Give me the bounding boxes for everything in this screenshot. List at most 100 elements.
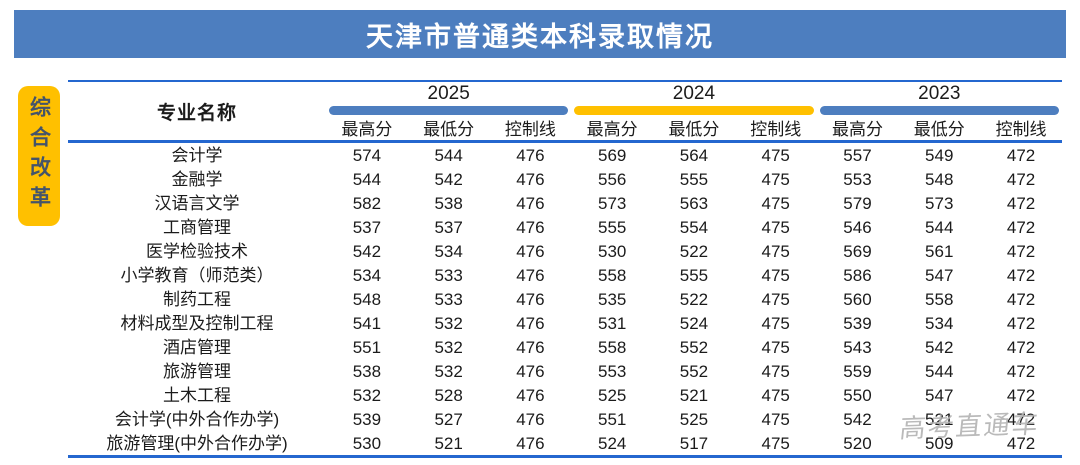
score-cell: 579 bbox=[843, 193, 872, 213]
sub-header-line: 控制线 bbox=[980, 115, 1062, 143]
major-name-cell: 汉语言文学 bbox=[154, 193, 240, 213]
sub-header-line: 控制线 bbox=[734, 115, 817, 143]
score-cell: 476 bbox=[516, 241, 545, 261]
score-cell: 472 bbox=[1006, 193, 1036, 213]
table-row: 土木工程 532 528 476 525 521 475 550 547 472 bbox=[68, 383, 1062, 407]
score-cell: 472 bbox=[1006, 337, 1036, 357]
sub-header-min: 最低分 bbox=[407, 115, 490, 143]
page-title: 天津市普通类本科录取情况 bbox=[366, 21, 714, 52]
score-cell: 542 bbox=[352, 241, 382, 261]
sub-header-row: 最高分 最低分 控制线 最高分 最低分 控制线 最高分 最低分 控制线 bbox=[68, 115, 1062, 143]
score-cell: 530 bbox=[597, 241, 627, 261]
category-label: 综合改革 bbox=[18, 86, 60, 226]
score-cell: 555 bbox=[597, 217, 627, 237]
table-row: 工商管理 537 537 476 555 554 475 546 544 472 bbox=[68, 215, 1062, 239]
sub-header-max: 最高分 bbox=[326, 115, 408, 143]
score-cell: 561 bbox=[925, 241, 954, 261]
score-cell: 525 bbox=[679, 409, 709, 429]
score-cell: 544 bbox=[925, 361, 954, 381]
score-cell: 475 bbox=[761, 289, 790, 309]
score-cell: 573 bbox=[925, 193, 954, 213]
score-cell: 538 bbox=[352, 361, 382, 381]
score-cell: 475 bbox=[761, 265, 790, 285]
score-cell: 472 bbox=[1006, 217, 1036, 237]
score-cell: 533 bbox=[434, 289, 463, 309]
score-cell: 553 bbox=[597, 361, 627, 381]
major-name-cell: 旅游管理(中外合作办学) bbox=[68, 431, 326, 458]
sub-header-max: 最高分 bbox=[816, 115, 899, 143]
score-cell: 472 bbox=[1006, 361, 1036, 381]
score-cell: 472 bbox=[1006, 385, 1036, 405]
score-cell: 527 bbox=[434, 409, 463, 429]
score-cell: 554 bbox=[679, 217, 709, 237]
score-cell: 573 bbox=[597, 193, 627, 213]
score-cell: 522 bbox=[679, 289, 709, 309]
score-cell: 475 bbox=[761, 313, 790, 333]
score-cell: 534 bbox=[352, 265, 382, 285]
score-cell: 475 bbox=[761, 409, 790, 429]
score-cell: 553 bbox=[843, 169, 872, 189]
major-name-cell: 土木工程 bbox=[163, 385, 231, 405]
score-cell: 552 bbox=[679, 337, 709, 357]
score-cell: 544 bbox=[352, 169, 382, 189]
score-cell: 472 bbox=[1006, 145, 1036, 165]
sub-header-line: 控制线 bbox=[489, 115, 572, 143]
score-cell: 541 bbox=[352, 313, 382, 333]
score-cell: 539 bbox=[352, 409, 382, 429]
score-cell: 472 bbox=[1006, 265, 1036, 285]
year-bar-2025 bbox=[329, 105, 569, 115]
score-cell: 476 bbox=[516, 145, 545, 165]
score-cell: 520 bbox=[816, 431, 899, 458]
year-header-2024: 2024 bbox=[672, 82, 716, 104]
year-header-row: 专业名称 2025 2024 2023 bbox=[68, 81, 1062, 143]
score-cell: 548 bbox=[352, 289, 382, 309]
score-cell: 475 bbox=[761, 337, 790, 357]
score-cell: 476 bbox=[516, 217, 545, 237]
table-row: 制药工程 548 533 476 535 522 475 560 558 472 bbox=[68, 287, 1062, 311]
score-cell: 476 bbox=[489, 431, 572, 458]
score-cell: 517 bbox=[653, 431, 735, 458]
major-name-cell: 材料成型及控制工程 bbox=[120, 313, 274, 333]
score-cell: 558 bbox=[925, 289, 954, 309]
table-row: 会计学 574 544 476 569 564 475 557 549 472 bbox=[68, 142, 1062, 168]
major-name-cell: 旅游管理 bbox=[163, 361, 231, 381]
score-cell: 532 bbox=[434, 361, 463, 381]
score-cell: 555 bbox=[679, 265, 709, 285]
table-row: 小学教育（师范类） 534 533 476 558 555 475 586 54… bbox=[68, 263, 1062, 287]
score-cell: 472 bbox=[1006, 409, 1036, 429]
score-cell: 564 bbox=[679, 145, 709, 165]
score-cell: 535 bbox=[597, 289, 627, 309]
score-cell: 547 bbox=[925, 265, 954, 285]
table-row: 会计学(中外合作办学) 539 527 476 551 525 475 542 … bbox=[68, 407, 1062, 431]
score-cell: 560 bbox=[843, 289, 872, 309]
major-name-cell: 酒店管理 bbox=[163, 337, 231, 357]
major-name-cell: 会计学 bbox=[171, 145, 223, 165]
score-cell: 569 bbox=[843, 241, 872, 261]
score-cell: 543 bbox=[843, 337, 872, 357]
score-cell: 542 bbox=[434, 169, 463, 189]
score-cell: 476 bbox=[516, 289, 545, 309]
major-name-cell: 小学教育（师范类） bbox=[120, 265, 274, 285]
major-name-cell: 工商管理 bbox=[163, 217, 231, 237]
score-cell: 475 bbox=[734, 431, 817, 458]
score-cell: 569 bbox=[597, 145, 627, 165]
score-cell: 547 bbox=[925, 385, 954, 405]
table-row: 旅游管理(中外合作办学) 530 521 476 524 517 475 520… bbox=[68, 431, 1062, 458]
score-cell: 542 bbox=[925, 337, 954, 357]
year-header-2023: 2023 bbox=[918, 82, 961, 104]
table-row: 酒店管理 551 532 476 558 552 475 543 542 472 bbox=[68, 335, 1062, 359]
score-cell: 475 bbox=[761, 193, 790, 213]
score-cell: 475 bbox=[761, 241, 790, 261]
score-cell: 563 bbox=[679, 193, 709, 213]
table-row: 医学检验技术 542 534 476 530 522 475 569 561 4… bbox=[68, 239, 1062, 263]
score-cell: 509 bbox=[898, 431, 981, 458]
score-cell: 521 bbox=[407, 431, 490, 458]
year-bar-2024 bbox=[574, 105, 814, 115]
score-cell: 558 bbox=[597, 337, 627, 357]
score-cell: 476 bbox=[516, 193, 545, 213]
sub-header-max: 最高分 bbox=[571, 115, 654, 143]
score-cell: 476 bbox=[516, 361, 545, 381]
table-row: 材料成型及控制工程 541 532 476 531 524 475 539 53… bbox=[68, 311, 1062, 335]
score-cell: 475 bbox=[761, 217, 790, 237]
column-header-major: 专业名称 bbox=[68, 81, 326, 143]
